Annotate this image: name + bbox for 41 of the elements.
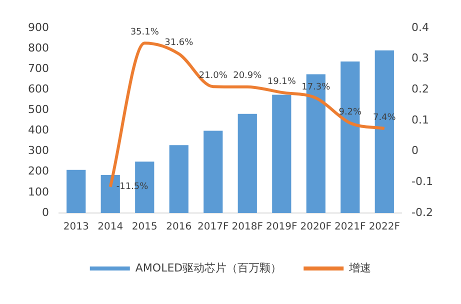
bar	[340, 62, 360, 213]
data-label: 21.0%	[198, 70, 228, 81]
x-tick-label: 2017F	[198, 222, 229, 233]
data-label: 31.6%	[164, 38, 194, 48]
y-tick-label: 800	[28, 41, 49, 54]
data-label: 19.1%	[267, 76, 296, 87]
y2-tick-label: 0.3	[412, 52, 430, 65]
y-tick-label: 400	[28, 124, 49, 137]
legend-label: 增速	[348, 261, 372, 274]
y2-tick-label: 0.4	[412, 20, 430, 34]
x-tick-label: 2020F	[300, 222, 332, 233]
bar	[169, 145, 188, 213]
y-tick-label: 900	[28, 20, 49, 34]
y2-tick-label: -0.1	[412, 175, 434, 188]
bar	[204, 130, 223, 213]
x-tick-label: 2022F	[368, 222, 400, 233]
y-tick-label: 700	[28, 62, 49, 75]
bar	[374, 50, 394, 213]
legend-label: AMOLED驱动芯片（百万颗）	[135, 261, 282, 274]
x-tick-label: 2018F	[232, 222, 264, 233]
data-label: 20.9%	[233, 71, 262, 82]
y-tick-label: 100	[28, 185, 49, 198]
y-tick-label: 0	[42, 206, 49, 219]
x-tick-label: 2013	[63, 222, 89, 233]
x-tick-label: 2016	[166, 222, 192, 233]
x-tick-label: 2019F	[266, 222, 298, 233]
bar	[272, 94, 292, 213]
bar	[66, 170, 86, 213]
x-tick-label: 2014	[98, 222, 124, 233]
x-tick-label: 2015	[132, 222, 158, 233]
x-tick-label: 2021F	[334, 222, 366, 233]
y-tick-label: 500	[28, 103, 49, 116]
y2-tick-label: 0.1	[412, 113, 430, 126]
y-tick-label: 600	[28, 82, 49, 96]
data-label: 35.1%	[130, 27, 160, 38]
y2-tick-label: -0.2	[412, 206, 434, 219]
bar	[238, 114, 257, 213]
y-tick-label: 200	[28, 164, 49, 178]
y2-tick-label: 0.2	[412, 82, 430, 96]
y2-tick-label: 0	[412, 144, 419, 158]
y-tick-label: 300	[28, 144, 49, 158]
